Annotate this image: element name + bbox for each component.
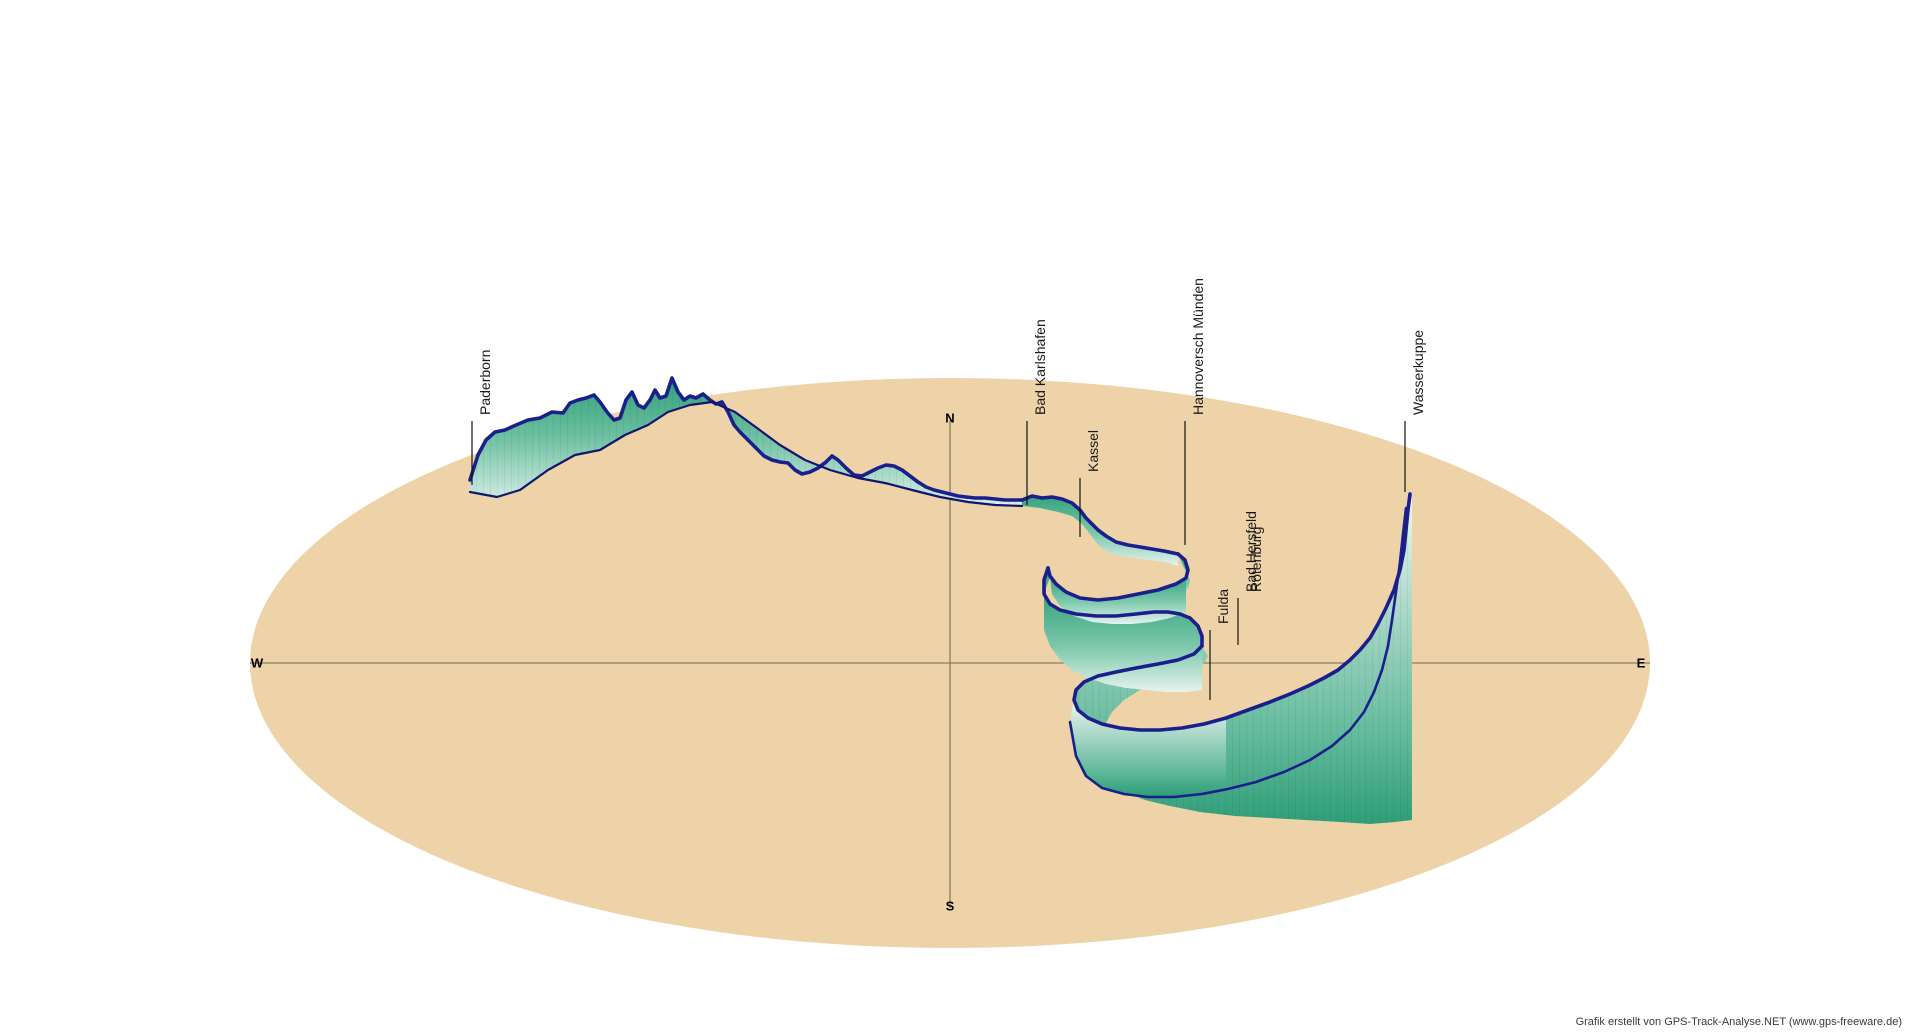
city-label-hannoversch-muenden: Hannoversch Münden bbox=[1190, 278, 1206, 415]
ridge-paderborn-karlshafen bbox=[468, 376, 1024, 502]
city-label-wasserkuppe: Wasserkuppe bbox=[1410, 329, 1426, 415]
compass-label-south: S bbox=[945, 898, 955, 914]
curtain-stripes-1 bbox=[470, 378, 1022, 506]
city-label-rotenburg: Rotenburg bbox=[1248, 526, 1264, 592]
curtain-south-west-lobe bbox=[1070, 700, 1226, 796]
city-label-fulda: Fulda bbox=[1215, 588, 1231, 624]
city-label-bad-karlshafen: Bad Karlshafen bbox=[1032, 319, 1048, 415]
city-label-paderborn: Paderborn bbox=[477, 349, 493, 415]
ridge-kassel-muenden bbox=[1046, 552, 1190, 602]
ridge-karlshafen-kassel bbox=[1020, 494, 1180, 556]
compass-label-east: E bbox=[1636, 655, 1646, 671]
compass-label-north: N bbox=[945, 410, 955, 426]
city-label-kassel: Kassel bbox=[1085, 429, 1101, 472]
compass-label-west: W bbox=[250, 655, 264, 671]
ridge-muenden-loop bbox=[1042, 566, 1204, 648]
ridge-ground-paderborn bbox=[468, 400, 1024, 508]
track-ridge-lines bbox=[468, 376, 1412, 799]
ridge-ground-south bbox=[1068, 506, 1408, 799]
credit-text: Grafik erstellt von GPS-Track-Analyse.NE… bbox=[1575, 1016, 1902, 1028]
label-leader-lines bbox=[471, 421, 1406, 700]
ridge-fulda-arc bbox=[1072, 492, 1412, 732]
